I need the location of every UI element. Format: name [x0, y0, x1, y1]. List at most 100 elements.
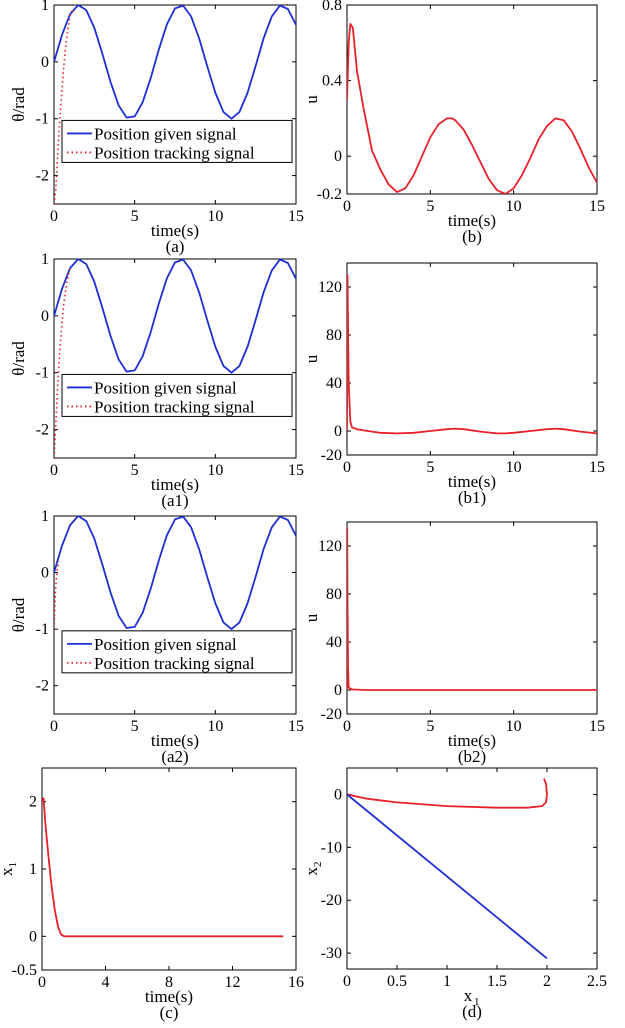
- y-tick-label: 0.8: [322, 0, 342, 14]
- y-tick-label: -1: [36, 365, 49, 382]
- series-line-0: [347, 22, 597, 194]
- y-tick-label: 0: [334, 423, 342, 440]
- y-axis-label: u: [302, 95, 321, 104]
- y-tick-label: -10: [321, 839, 342, 856]
- y-tick-label: -2: [36, 422, 49, 439]
- y-axis-label: u: [302, 354, 321, 363]
- plot-frame: [41, 767, 297, 971]
- x-tick-label: 2.5: [587, 973, 607, 990]
- x-tick-label: 15: [589, 718, 605, 735]
- y-tick-label: -20: [321, 706, 342, 723]
- x-axis-label-subscript: 1: [474, 996, 480, 1008]
- series-line-0: [347, 274, 597, 435]
- panel-caption: (a): [166, 237, 185, 256]
- panel-caption: (a1): [161, 491, 188, 510]
- x-axis-label: time(s): [151, 221, 199, 240]
- y-tick-label: -0.5: [12, 962, 37, 979]
- x-tick-label: 8: [165, 974, 173, 991]
- legend-entry: Position given signal: [94, 635, 237, 654]
- x-tick-label: 2: [543, 973, 551, 990]
- x-tick-label: 5: [426, 198, 434, 215]
- y-tick-label: 1: [29, 861, 37, 878]
- series-line-0: [347, 527, 597, 691]
- y-tick-label: -2: [36, 678, 49, 695]
- series-line-1: [347, 793, 548, 960]
- x-tick-label: 0: [343, 198, 351, 215]
- y-tick-label: -30: [321, 945, 342, 962]
- panel-caption: (b): [462, 227, 482, 246]
- y-tick-label: 0: [29, 928, 37, 945]
- y-axis-label: x1: [0, 862, 19, 876]
- legend-box: [61, 119, 293, 163]
- x-axis-label: time(s): [151, 731, 199, 750]
- x-tick-label: 0: [50, 462, 58, 479]
- legend-box: [61, 373, 293, 417]
- series-line-0: [54, 516, 296, 630]
- x-tick-label: 10: [207, 718, 223, 735]
- panel-caption: (d): [462, 1002, 482, 1021]
- x-tick-label: 15: [589, 198, 605, 215]
- y-axis-label: u: [302, 613, 321, 622]
- y-tick-label: 120: [318, 279, 342, 296]
- x-tick-label: 0: [343, 973, 351, 990]
- x-tick-label: 15: [288, 462, 304, 479]
- x-tick-label: 10: [207, 208, 223, 225]
- y-tick-label: 40: [326, 375, 342, 392]
- series-line-0: [42, 797, 284, 938]
- y-tick-label: 0: [334, 786, 342, 803]
- x-tick-label: 10: [506, 459, 522, 476]
- x-tick-label: 10: [506, 718, 522, 735]
- x-tick-label: 5: [131, 208, 139, 225]
- series-line-0: [54, 259, 296, 374]
- x-axis-label: time(s): [145, 987, 193, 1006]
- x-tick-label: 5: [426, 459, 434, 476]
- y-tick-label: 0: [41, 565, 49, 582]
- y-tick-label: 80: [326, 327, 342, 344]
- legend-box: [61, 630, 293, 674]
- x-tick-label: 15: [288, 718, 304, 735]
- x-tick-label: 0: [38, 974, 46, 991]
- y-axis-label: θ/rad: [9, 87, 28, 122]
- plot-frame: [346, 262, 598, 456]
- y-axis-label: θ/rad: [9, 341, 28, 376]
- legend-entry: Position given signal: [94, 124, 237, 143]
- y-tick-label: 2: [29, 794, 37, 811]
- y-tick-label: 0: [334, 682, 342, 699]
- x-tick-label: 12: [225, 974, 241, 991]
- x-tick-label: 10: [207, 462, 223, 479]
- x-axis-label: x: [464, 986, 473, 1005]
- panel-caption: (b2): [458, 747, 486, 766]
- y-tick-label: -20: [321, 892, 342, 909]
- x-tick-label: 5: [426, 718, 434, 735]
- plot-frame: [346, 521, 598, 715]
- plot-frame: [53, 4, 297, 205]
- series-line-1: [54, 8, 75, 204]
- y-tick-label: -20: [321, 447, 342, 464]
- y-tick-label: 0: [334, 148, 342, 165]
- series-line-0: [347, 778, 548, 809]
- x-tick-label: 15: [589, 459, 605, 476]
- x-tick-label: 10: [506, 198, 522, 215]
- x-tick-label: 15: [288, 208, 304, 225]
- y-tick-label: 1: [41, 251, 49, 268]
- y-tick-label: -2: [36, 168, 49, 185]
- x-tick-label: 0: [50, 718, 58, 735]
- y-tick-label: -0.2: [317, 186, 342, 203]
- y-axis-label: θ/rad: [9, 597, 28, 632]
- chart-d: 0 0.5 1 1.5 2 2.50-10-20-30x 1(d)x2: [302, 767, 607, 1021]
- x-tick-label: 5: [131, 462, 139, 479]
- x-tick-label: 0: [343, 459, 351, 476]
- panel-caption: (c): [160, 1003, 179, 1022]
- x-tick-label: 0: [343, 718, 351, 735]
- series-line-0: [54, 5, 296, 120]
- legend-entry: Position given signal: [94, 378, 237, 397]
